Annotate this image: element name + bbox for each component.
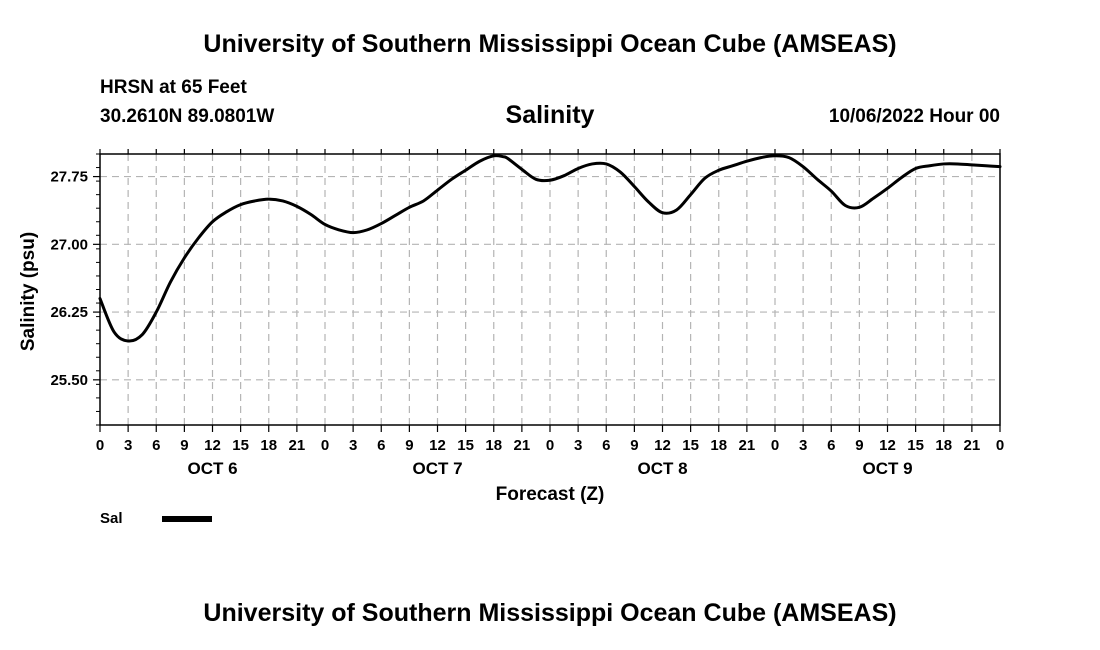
- x-tick-label: 9: [630, 437, 638, 454]
- x-tick-label: 3: [349, 437, 357, 454]
- x-tick-label: 12: [654, 437, 671, 454]
- x-tick-label: 9: [405, 437, 413, 454]
- legend-label: Sal: [100, 510, 123, 527]
- day-label: OCT 9: [862, 459, 912, 478]
- x-tick-label: 18: [710, 437, 727, 454]
- x-tick-label: 15: [682, 437, 699, 454]
- x-tick-label: 18: [485, 437, 502, 454]
- y-tick-label: 26.25: [50, 304, 88, 321]
- day-label: OCT 7: [412, 459, 462, 478]
- x-tick-label: 12: [429, 437, 446, 454]
- x-tick-label: 6: [827, 437, 835, 454]
- x-tick-label: 18: [260, 437, 277, 454]
- x-tick-label: 0: [546, 437, 554, 454]
- series-line-salinity: [98, 154, 1002, 343]
- x-tick-label: 9: [855, 437, 863, 454]
- x-tick-label: 0: [771, 437, 779, 454]
- x-tick-label: 0: [96, 437, 104, 454]
- y-tick-label: 27.00: [50, 236, 88, 253]
- main-title: University of Southern Mississippi Ocean…: [203, 30, 897, 58]
- x-tick-label: 12: [879, 437, 896, 454]
- legend-swatch: [162, 516, 212, 522]
- series-layer: [98, 154, 1002, 343]
- day-label: OCT 6: [187, 459, 237, 478]
- y-axis-label: Salinity (psu): [18, 232, 39, 351]
- x-tick-label: 15: [457, 437, 474, 454]
- x-tick-label: 3: [124, 437, 132, 454]
- grid-lines: [100, 154, 1000, 425]
- x-tick-label: 3: [574, 437, 582, 454]
- plot-frame: [99, 153, 1001, 426]
- x-tick-label: 15: [907, 437, 924, 454]
- x-tick-label: 3: [799, 437, 807, 454]
- axis-tick-labels: 0 3 6 9 12 15 18 21 0 3 6 9 12 15 18 21 0 3 6 9 12 15 18 21 0 3 6 9…: [50, 169, 1004, 478]
- x-tick-label: 15: [232, 437, 249, 454]
- x-tick-label: 21: [514, 437, 531, 454]
- station-name: HRSN at 65 Feet: [100, 77, 247, 98]
- x-tick-label: 0: [996, 437, 1004, 454]
- x-tick-label: 18: [935, 437, 952, 454]
- x-tick-label: 6: [377, 437, 385, 454]
- x-tick-label: 0: [321, 437, 329, 454]
- day-label: OCT 8: [637, 459, 687, 478]
- x-tick-label: 6: [602, 437, 610, 454]
- axis-ticks: [93, 149, 1001, 432]
- forecast-datetime: 10/06/2022 Hour 00: [828, 106, 1000, 127]
- x-tick-label: 6: [152, 437, 160, 454]
- x-tick-label: 9: [180, 437, 188, 454]
- station-coordinates: 30.2610N 89.0801W: [100, 106, 275, 127]
- y-tick-label: 27.75: [50, 169, 88, 186]
- x-axis-label: Forecast (Z): [496, 484, 605, 505]
- x-tick-label: 21: [739, 437, 756, 454]
- footer-title: University of Southern Mississippi Ocean…: [203, 599, 897, 627]
- x-tick-label: 21: [289, 437, 306, 454]
- x-tick-label: 12: [204, 437, 221, 454]
- chart-title: Salinity: [505, 101, 595, 129]
- x-tick-label: 21: [964, 437, 981, 454]
- y-tick-label: 25.50: [50, 372, 88, 389]
